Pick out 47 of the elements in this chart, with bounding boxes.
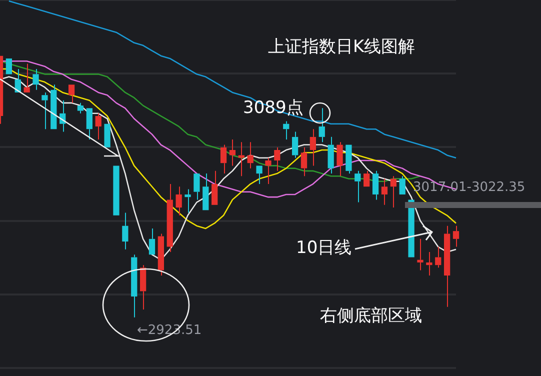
candlestick [166,184,173,252]
candlestick [247,142,254,169]
candlestick [95,112,102,140]
candlestick [42,92,48,130]
candlestick [354,170,361,203]
candlestick [77,102,84,114]
candlestick [372,170,379,200]
candlestick [50,84,57,130]
candlestick [336,142,343,177]
candlestick [148,228,156,255]
candlestick [140,264,146,310]
candlestick [194,174,200,200]
candlestick [131,254,138,318]
candlestick [229,139,236,166]
annotation: 右侧底部区域 [320,306,422,326]
candlestick [390,176,396,208]
candlestick [122,212,128,250]
candlestick [381,178,388,206]
candlestick [444,225,450,308]
candlestick [256,166,262,185]
candlestick [435,246,442,268]
candlestick [283,120,290,140]
candlestick [399,176,406,194]
candlestick [238,142,244,177]
candlestick [328,136,334,174]
candlestick [220,144,227,174]
candlestick [346,144,352,174]
chart-title: 上证指数日K线图解 [268,36,416,58]
candlestick [184,188,191,214]
candlestick [318,108,325,143]
candlestick [426,251,432,276]
candlestick [274,146,280,172]
candlestick [32,68,39,90]
candlestick [417,238,424,271]
candlestick [24,63,30,92]
candlestick [310,128,316,166]
candlestick [364,170,370,187]
candlestick [300,146,308,177]
candlestick [452,225,460,248]
candlestick [176,186,182,216]
annotation: 10日线 [296,238,352,258]
candlestick [265,157,272,185]
candlestick [202,173,209,210]
candlestick [86,108,92,140]
candlestick [292,131,298,158]
candlestick [212,170,218,205]
candlestick [68,84,75,104]
